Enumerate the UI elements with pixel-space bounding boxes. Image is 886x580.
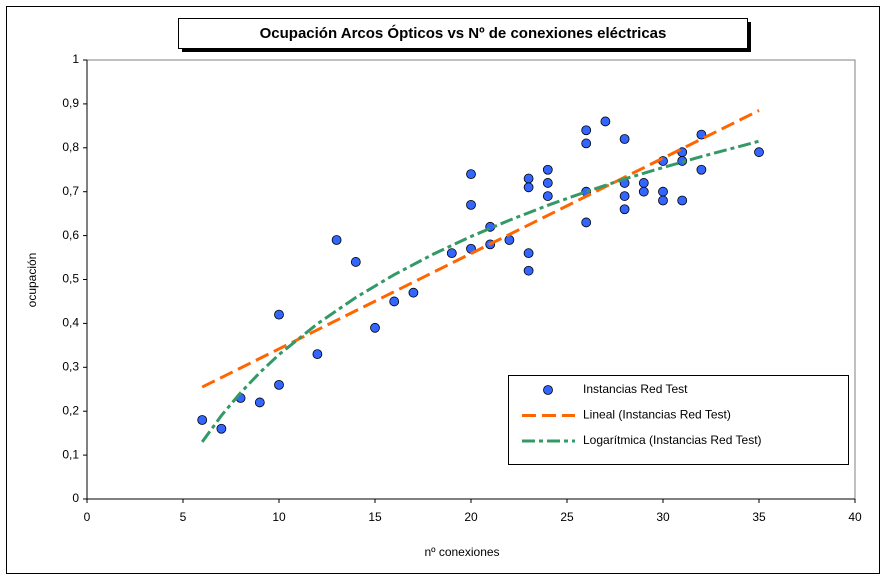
data-point xyxy=(523,182,534,193)
data-point xyxy=(370,322,380,333)
data-point xyxy=(581,125,592,136)
y-tick-label: 0,8 xyxy=(62,140,79,154)
chart-title: Ocupación Arcos Ópticos vs Nº de conexio… xyxy=(260,24,667,42)
data-point xyxy=(312,349,323,360)
x-tick-label: 20 xyxy=(464,510,478,524)
title-box xyxy=(178,18,748,49)
data-point xyxy=(274,309,284,320)
trend-line xyxy=(200,139,760,443)
data-point xyxy=(677,195,688,206)
legend-box xyxy=(508,375,849,465)
data-point xyxy=(331,235,342,245)
y-tick-label: 0,2 xyxy=(62,403,79,417)
data-point xyxy=(542,191,553,201)
data-point xyxy=(619,191,630,201)
x-tick-label: 15 xyxy=(368,510,382,524)
data-point xyxy=(408,287,419,298)
x-tick-label: 35 xyxy=(752,510,766,524)
y-tick-label: 0,6 xyxy=(62,228,79,242)
y-tick-label: 1 xyxy=(72,52,79,66)
data-point xyxy=(542,164,553,175)
data-point xyxy=(600,116,611,127)
x-tick-label: 30 xyxy=(656,510,670,524)
data-point xyxy=(216,423,227,434)
data-point xyxy=(619,134,630,144)
data-point xyxy=(658,195,668,206)
legend-label: Lineal (Instancias Red Test) xyxy=(583,408,731,422)
data-point xyxy=(523,265,534,276)
data-point xyxy=(523,248,534,259)
data-point xyxy=(254,397,265,408)
data-point xyxy=(696,164,707,175)
data-point xyxy=(197,415,208,425)
y-tick-label: 0,4 xyxy=(62,316,79,330)
data-point xyxy=(274,379,284,390)
data-point xyxy=(504,235,515,245)
data-point xyxy=(350,257,361,267)
data-point xyxy=(754,147,764,158)
legend-label: Instancias Red Test xyxy=(583,382,688,396)
x-tick-label: 5 xyxy=(180,510,187,524)
x-axis-label: nº conexiones xyxy=(424,545,499,559)
data-point xyxy=(542,178,553,188)
data-point xyxy=(581,217,592,228)
x-tick-label: 10 xyxy=(272,510,286,524)
data-point xyxy=(446,248,457,259)
x-tick-label: 25 xyxy=(560,510,574,524)
y-tick-label: 0,1 xyxy=(62,447,79,461)
x-tick-label: 40 xyxy=(848,510,862,524)
data-point xyxy=(466,169,476,180)
data-point xyxy=(466,199,476,210)
y-tick-label: 0,7 xyxy=(62,184,79,198)
data-point xyxy=(389,296,400,307)
y-axis-label: ocupación xyxy=(25,253,39,308)
legend-marker xyxy=(543,385,553,395)
x-tick-label: 0 xyxy=(84,510,91,524)
y-tick-label: 0 xyxy=(72,491,79,505)
y-tick-label: 0,5 xyxy=(62,272,79,286)
data-point xyxy=(658,186,668,197)
data-point xyxy=(523,173,534,184)
y-tick-label: 0,3 xyxy=(62,359,79,373)
data-point xyxy=(619,204,630,215)
data-point xyxy=(638,186,649,197)
data-point xyxy=(638,178,649,188)
legend-label: Logarítmica (Instancias Red Test) xyxy=(583,433,762,447)
y-tick-label: 0,9 xyxy=(62,96,79,110)
data-point xyxy=(581,138,592,149)
